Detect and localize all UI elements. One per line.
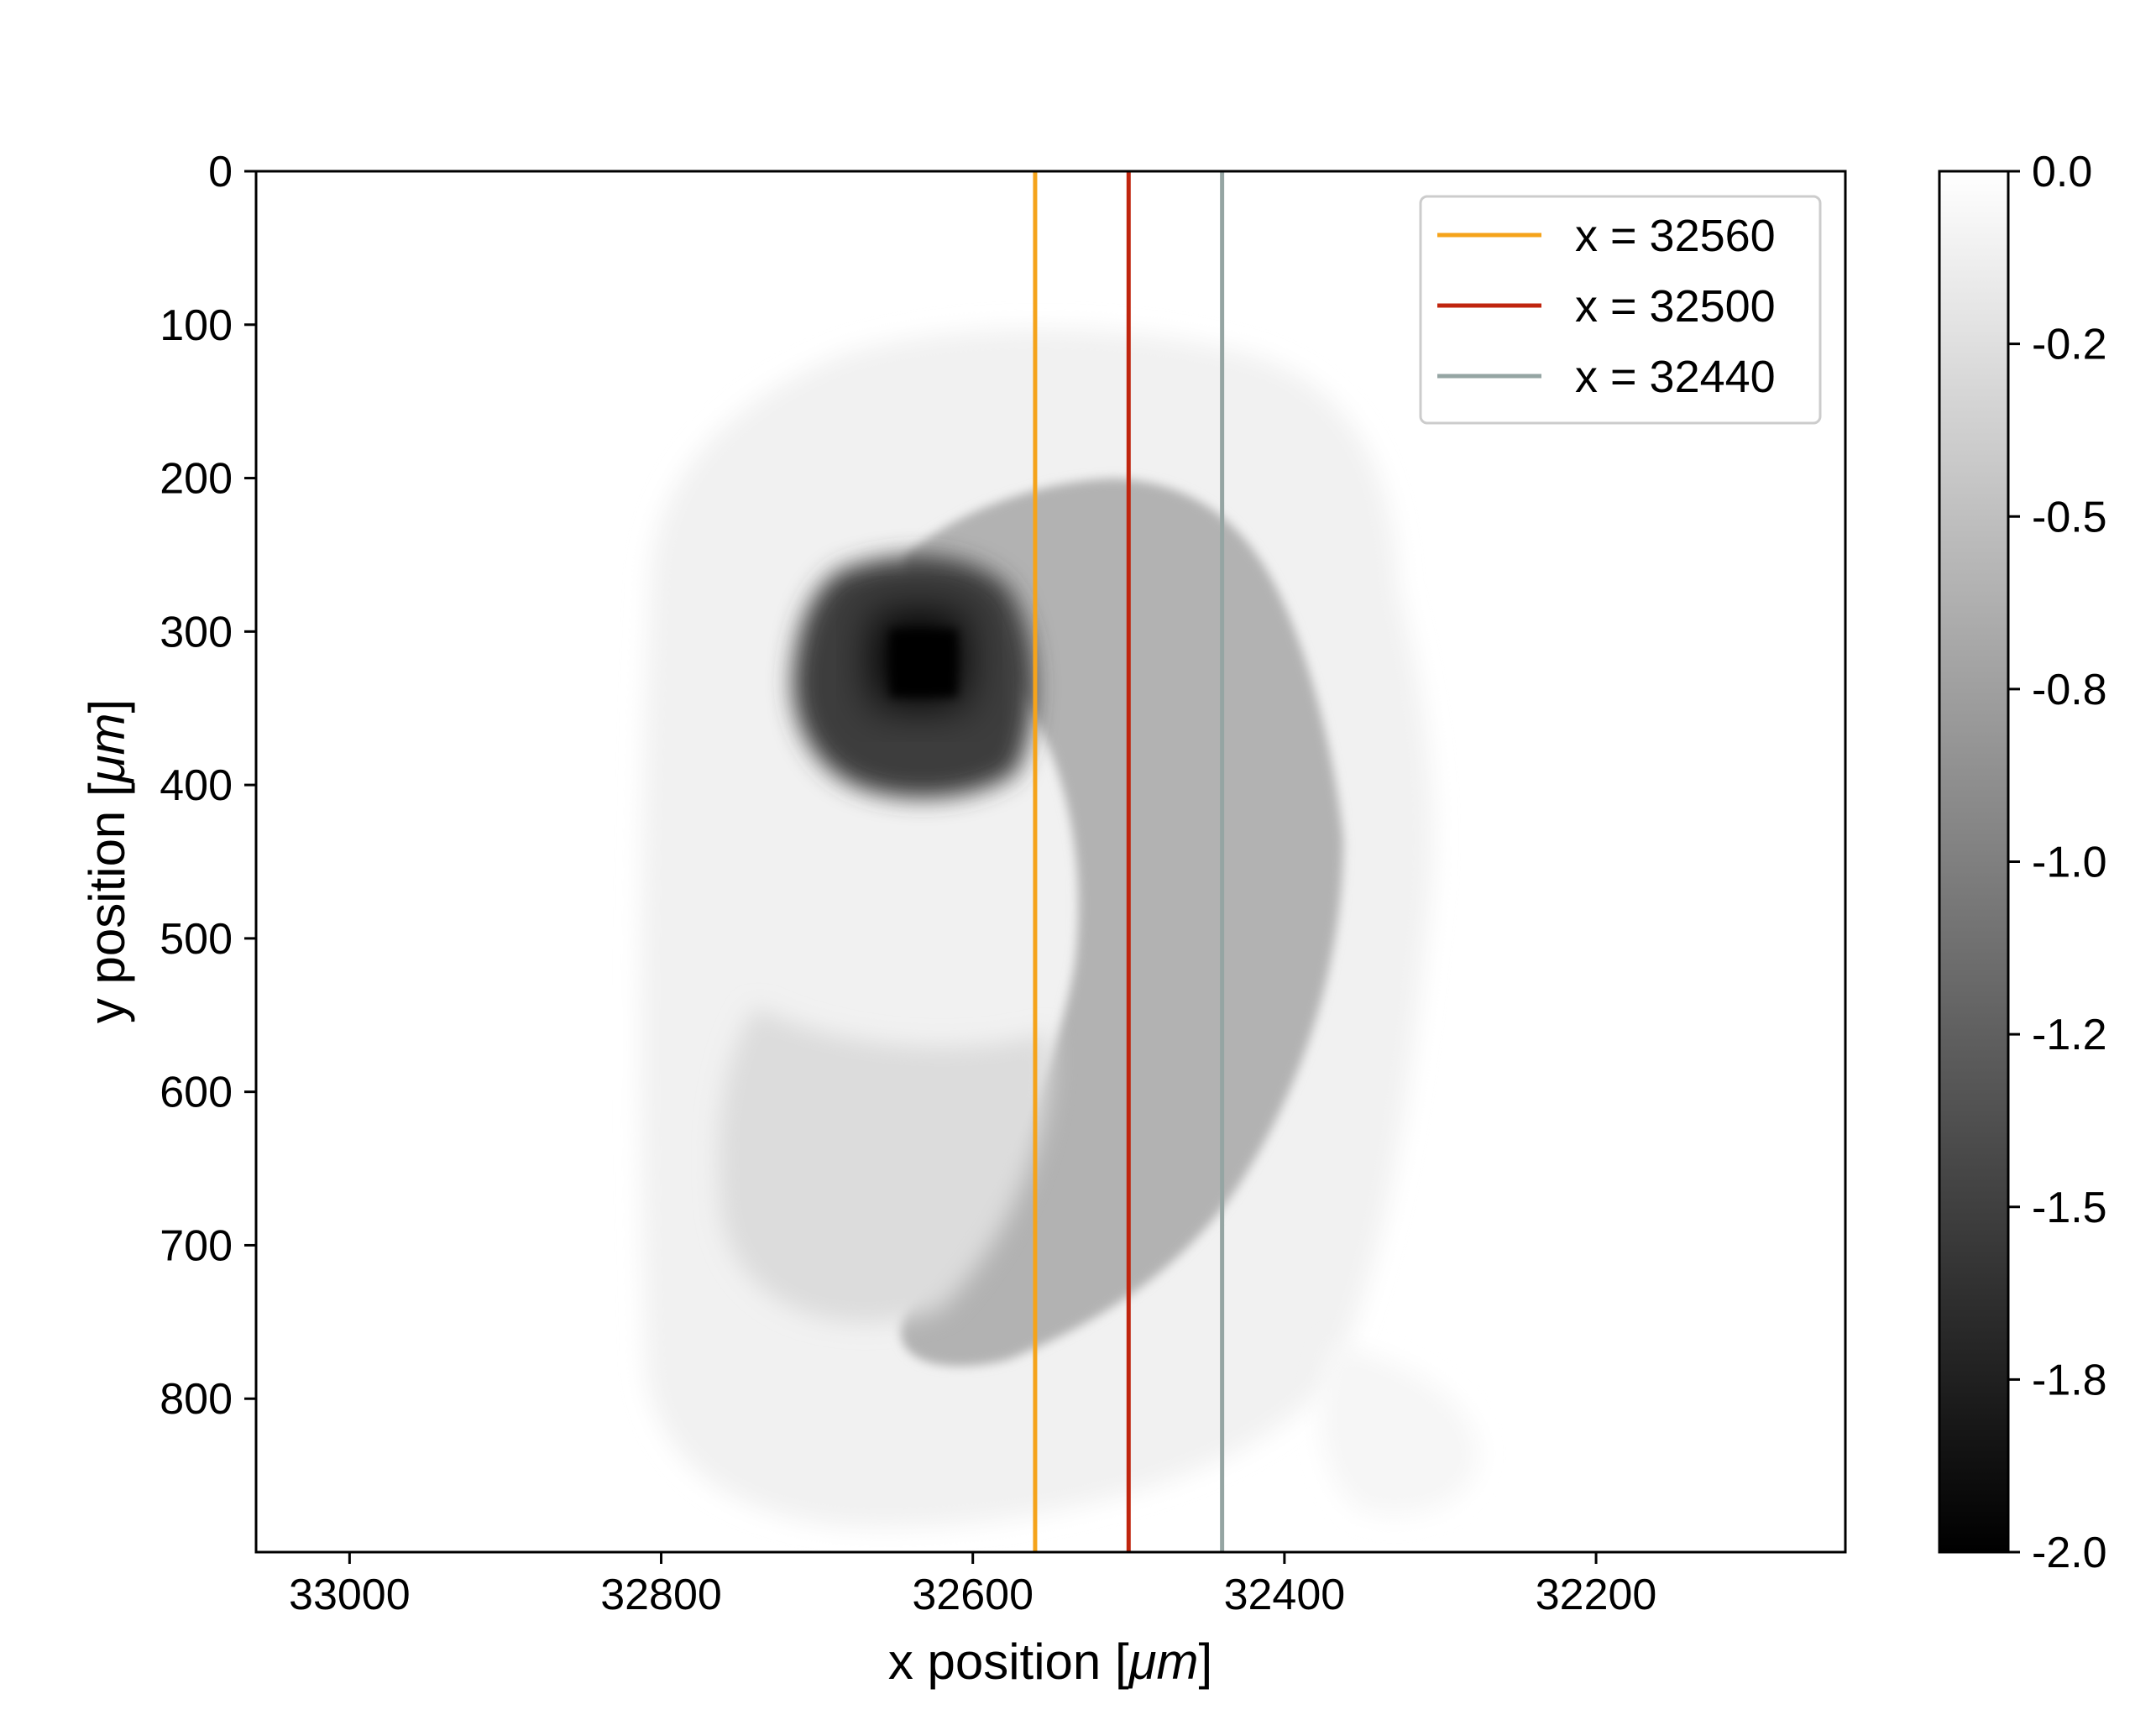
heatmap-dark-core-inner [890, 630, 957, 697]
plot-frame [254, 170, 1847, 1554]
y-axis-label: y position [μm] [79, 699, 135, 1023]
y-tick-label: 200 [160, 455, 233, 504]
colorbar-tick-label: -1.0 [2032, 839, 2107, 887]
x-tick-label: 32200 [1536, 1571, 1657, 1619]
y-axis-ticks: 0 100 200 300 400 500 600 700 800 [160, 148, 256, 1424]
y-tick-label: 700 [160, 1221, 233, 1270]
x-axis-label: x position [μm] [888, 1634, 1212, 1690]
colorbar-tick-label: -1.2 [2032, 1011, 2107, 1059]
colorbar-tick-label: -0.2 [2032, 321, 2107, 369]
y-tick-label: 100 [160, 301, 233, 350]
colorbar: 0.0 -0.2 -0.5 -0.8 -1.0 -1.2 -1.5 -1.8 -2.0 [1938, 148, 2107, 1577]
colorbar-tick-label: -1.8 [2032, 1356, 2107, 1404]
y-tick-label: 400 [160, 761, 233, 810]
colorbar-tick-label: -1.5 [2032, 1184, 2107, 1232]
y-tick-label: 300 [160, 608, 233, 656]
colorbar-gradient [1938, 170, 2010, 1554]
legend-label: x = 32560 [1575, 211, 1776, 261]
x-tick-label: 32800 [600, 1571, 722, 1619]
legend-items: x = 32560 x = 32500 x = 32440 [1437, 211, 1776, 402]
colorbar-ticks: 0.0 -0.2 -0.5 -0.8 -1.0 -1.2 -1.5 -1.8 -2.0 [2008, 148, 2107, 1577]
legend: x = 32560 x = 32500 x = 32440 [1419, 195, 1822, 425]
x-tick-label: 32400 [1224, 1571, 1346, 1619]
x-tick-label: 32600 [912, 1571, 1034, 1619]
colorbar-tick-label: -0.8 [2032, 666, 2107, 714]
x-axis-ticks: 33000 32800 32600 32400 32200 [289, 1552, 1656, 1619]
legend-label: x = 32500 [1575, 281, 1776, 332]
heatmap-faint-tail [1321, 1343, 1478, 1516]
heatmap-lower-shading [719, 1007, 1051, 1323]
legend-label: x = 32440 [1575, 352, 1776, 402]
y-tick-label: 800 [160, 1375, 233, 1424]
y-tick-label: 0 [208, 148, 233, 196]
y-tick-label: 600 [160, 1069, 233, 1117]
colorbar-tick-label: 0.0 [2032, 148, 2092, 196]
colorbar-tick-label: -0.5 [2032, 493, 2107, 541]
x-tick-label: 33000 [289, 1571, 411, 1619]
y-tick-label: 500 [160, 915, 233, 964]
profile-lines [1033, 171, 1225, 1552]
heatmap-crescent-body [900, 478, 1343, 1367]
colorbar-tick-label: -2.0 [2032, 1529, 2107, 1577]
legend-box [1419, 195, 1822, 425]
